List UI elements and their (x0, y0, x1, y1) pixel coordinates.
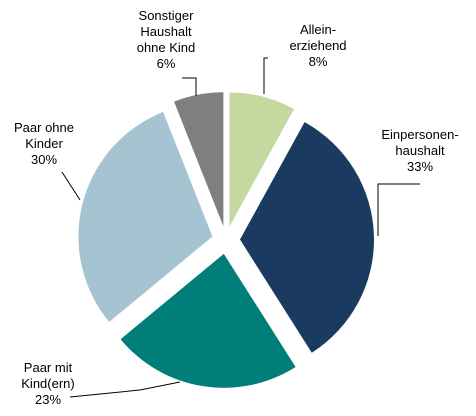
leader-line (61, 171, 81, 201)
value-label: 30% (31, 152, 57, 167)
leader-line (263, 57, 268, 94)
category-label: Einpersonen-haushalt (381, 127, 458, 158)
category-label: Allein-erziehend (289, 22, 346, 53)
pie-slice (239, 122, 374, 353)
pie-slice (78, 111, 213, 322)
pie-slice (229, 92, 295, 227)
category-label: Sonstiger Haushalt ohne Kind (137, 8, 196, 55)
pie-slice (120, 253, 296, 388)
value-label: 6% (157, 56, 176, 71)
value-label: 8% (309, 54, 328, 69)
value-label: 23% (35, 392, 61, 407)
leader-line (182, 77, 197, 96)
pie-slice (174, 92, 224, 227)
category-label: Paar mit Kind(ern) (21, 360, 74, 391)
value-label: 33% (407, 159, 433, 174)
category-label: Paar ohne Kinder (14, 120, 74, 151)
leader-line (377, 183, 420, 236)
leader-line (69, 381, 181, 398)
